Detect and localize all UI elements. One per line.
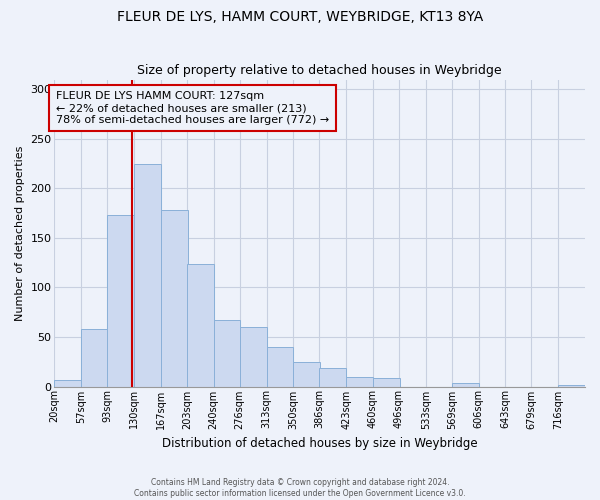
- Bar: [240, 327, 266, 386]
- Bar: [214, 320, 241, 386]
- Text: FLEUR DE LYS, HAMM COURT, WEYBRIDGE, KT13 8YA: FLEUR DE LYS, HAMM COURT, WEYBRIDGE, KT1…: [117, 10, 483, 24]
- Bar: [81, 329, 108, 386]
- Bar: [373, 378, 400, 386]
- Bar: [107, 215, 134, 386]
- Bar: [293, 362, 320, 386]
- Bar: [161, 210, 188, 386]
- Bar: [187, 264, 214, 386]
- Title: Size of property relative to detached houses in Weybridge: Size of property relative to detached ho…: [137, 64, 502, 77]
- Bar: [319, 368, 346, 386]
- Text: FLEUR DE LYS HAMM COURT: 127sqm
← 22% of detached houses are smaller (213)
78% o: FLEUR DE LYS HAMM COURT: 127sqm ← 22% of…: [56, 92, 329, 124]
- Bar: [558, 384, 585, 386]
- Bar: [134, 164, 161, 386]
- Text: Contains HM Land Registry data © Crown copyright and database right 2024.
Contai: Contains HM Land Registry data © Crown c…: [134, 478, 466, 498]
- X-axis label: Distribution of detached houses by size in Weybridge: Distribution of detached houses by size …: [162, 437, 478, 450]
- Bar: [452, 382, 479, 386]
- Bar: [346, 376, 373, 386]
- Bar: [55, 380, 81, 386]
- Y-axis label: Number of detached properties: Number of detached properties: [15, 146, 25, 320]
- Bar: [266, 347, 293, 387]
